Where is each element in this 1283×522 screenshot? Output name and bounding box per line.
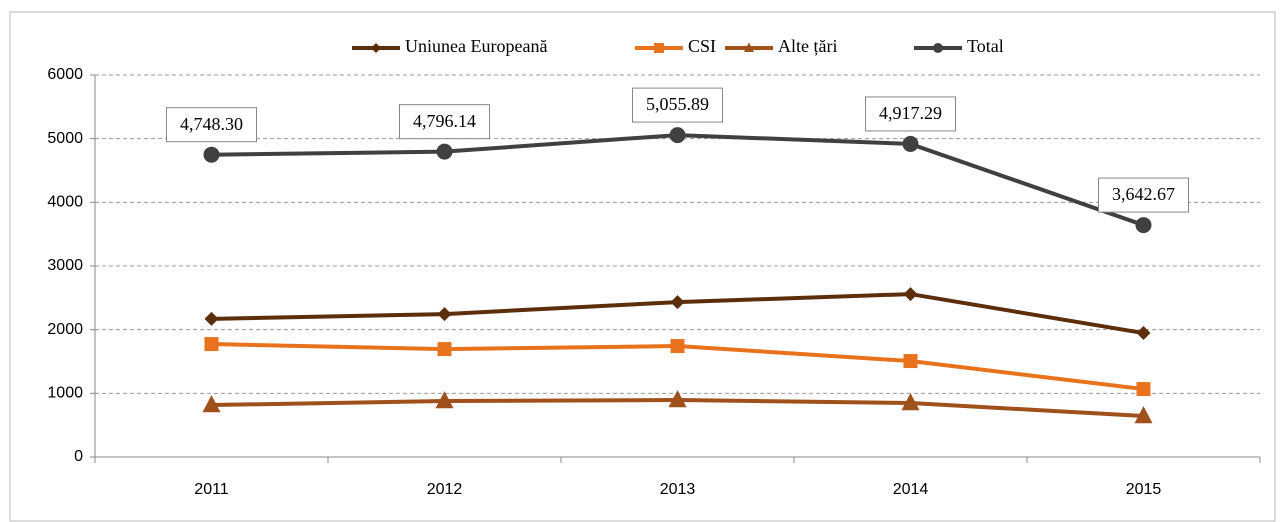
x-tick-label: 2013 (660, 481, 696, 498)
x-tick-label: 2012 (427, 481, 463, 498)
legend-marker (744, 42, 754, 52)
x-tick-label: 2011 (194, 481, 229, 498)
data-label: 4,748.30 (180, 114, 243, 134)
y-tick-label: 5000 (47, 130, 83, 147)
marker (1135, 217, 1152, 234)
y-tick-label: 0 (74, 448, 83, 465)
data-label: 4,796.14 (413, 111, 476, 131)
legend-label: Total (967, 36, 1004, 56)
x-tick-label: 2015 (1126, 481, 1162, 498)
y-tick-label: 2000 (47, 321, 83, 338)
marker (437, 342, 452, 357)
marker (668, 390, 687, 408)
data-label: 5,055.89 (646, 94, 709, 114)
marker (901, 393, 920, 411)
y-tick-label: 3000 (47, 257, 83, 274)
data-label: 3,642.67 (1112, 184, 1175, 204)
legend-label: Uniunea Europeană (405, 36, 547, 56)
marker (203, 146, 220, 163)
marker (1136, 326, 1151, 341)
marker (670, 339, 685, 354)
legend-marker (654, 43, 664, 53)
legend-marker (371, 43, 381, 53)
marker (903, 287, 918, 302)
data-label-box (1098, 177, 1189, 213)
legend-label: Alte țări (778, 36, 837, 56)
data-label: 4,917.29 (879, 103, 942, 123)
x-tick-label: 2014 (893, 481, 929, 498)
marker (202, 395, 221, 413)
data-label-box (632, 87, 723, 123)
marker (670, 295, 685, 310)
marker (204, 311, 219, 326)
data-label-box (865, 96, 956, 132)
y-tick-label: 6000 (47, 66, 83, 83)
marker (903, 354, 918, 369)
marker (437, 307, 452, 322)
legend-label: CSI (688, 36, 716, 56)
y-tick-label: 1000 (47, 385, 83, 402)
data-label-box (166, 107, 257, 143)
marker (435, 391, 454, 409)
marker (669, 127, 686, 144)
marker (1136, 382, 1151, 397)
marker (204, 337, 219, 352)
y-tick-label: 4000 (47, 194, 83, 211)
marker (902, 135, 919, 152)
marker (1134, 406, 1153, 424)
data-label-box (399, 104, 490, 140)
marker (436, 143, 453, 160)
legend-marker (933, 43, 943, 53)
